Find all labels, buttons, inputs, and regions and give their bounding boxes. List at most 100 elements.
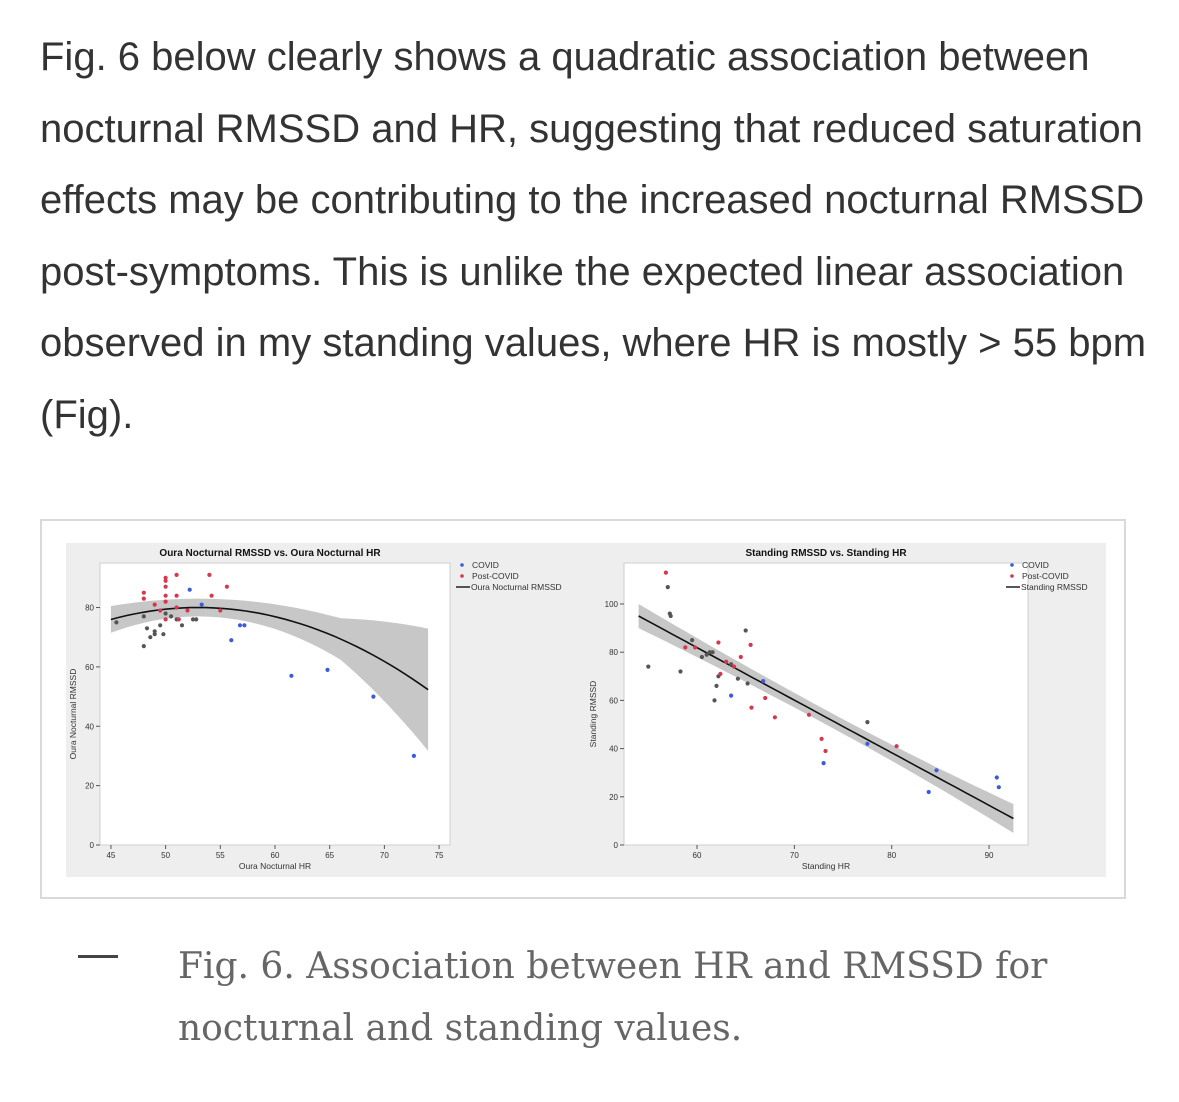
chart2-legend-marker-covid [1010, 563, 1014, 567]
chart1-point-baseline-10 [169, 614, 174, 619]
chart2-point-baseline-0 [646, 664, 651, 669]
chart2-point-post_covid-6 [731, 664, 737, 669]
chart1-point-post_covid-17 [218, 608, 223, 613]
chart2-point-baseline-4 [678, 669, 683, 674]
chart1-x-tick-label-2: 55 [216, 851, 225, 860]
chart1-point-baseline-12 [179, 623, 185, 628]
chart2-point-post_covid-10 [763, 695, 768, 701]
chart2-point-covid-5 [934, 768, 939, 773]
chart1-point-post_covid-6 [163, 584, 168, 589]
chart1-point-baseline-14 [194, 617, 199, 622]
chart2-point-post_covid-1 [683, 645, 688, 650]
chart1-x-tick-label-1: 50 [161, 851, 170, 860]
chart1-point-post_covid-16 [209, 593, 214, 598]
chart1-point-covid-4 [242, 623, 247, 628]
chart2-legend-marker-post-covid [1010, 574, 1014, 578]
chart2-point-covid-7 [996, 785, 1001, 790]
chart2-legend-post-covid: Post-COVID [1022, 571, 1069, 581]
chart2-title: Standing RMSSD vs. Standing HR [745, 548, 907, 559]
chart1-point-baseline-4 [148, 635, 153, 640]
chart2-point-post_covid-15 [894, 744, 899, 749]
chart1-point-baseline-5 [152, 632, 157, 637]
chart1-y-axis-label: Oura Nocturnal RMSSD [68, 669, 78, 760]
figure-frame: Oura Nocturnal RMSSD vs. Oura Nocturnal … [40, 519, 1126, 899]
chart2-point-baseline-1 [665, 585, 670, 590]
chart1-x-tick-label-5: 70 [380, 851, 389, 860]
body-paragraph: Fig. 6 below clearly shows a quadratic a… [40, 35, 1147, 437]
chart1-point-post_covid-3 [158, 608, 163, 613]
chart1-confidence-band [110, 598, 429, 751]
chart1-point-post_covid-1 [141, 596, 146, 601]
chart2-point-baseline-3 [668, 613, 673, 619]
chart2-x-tick-label-3: 90 [985, 851, 994, 860]
chart2-x-tick-label-1: 70 [790, 851, 799, 860]
chart1-x-tick-label-6: 75 [435, 851, 444, 860]
chart2-y-tick-label-1: 20 [609, 793, 618, 802]
chart2-x-tick-label-2: 80 [887, 851, 896, 860]
chart1-point-baseline-2 [141, 644, 146, 649]
figure-caption: Fig. 6. Association between HR and RMSSD… [178, 946, 1048, 1049]
chart1-point-baseline-13 [190, 617, 196, 622]
chart1-point-covid-5 [289, 673, 294, 678]
chart1-title: Oura Nocturnal RMSSD vs. Oura Nocturnal … [159, 548, 381, 559]
chart1-point-baseline-9 [163, 611, 168, 616]
chart2-y-tick-label-5: 100 [605, 600, 619, 609]
chart1-legend-fit: Oura Nocturnal RMSSD [471, 582, 562, 592]
chart2-point-post_covid-0 [663, 570, 669, 575]
chart1-x-tick-label-4: 65 [325, 851, 334, 860]
chart2-point-baseline-8 [707, 650, 712, 655]
chart1-legend-post-covid: Post-COVID [472, 571, 519, 581]
chart1-point-post_covid-7 [163, 593, 168, 598]
figure-panel: Oura Nocturnal RMSSD vs. Oura Nocturnal … [66, 543, 1106, 877]
chart1-legend-marker-covid [460, 563, 464, 567]
chart2-y-tick-label-3: 60 [609, 696, 618, 705]
chart1-fit-line [110, 606, 429, 691]
chart1-point-baseline-7 [158, 623, 163, 628]
chart2-point-covid-4 [926, 789, 931, 795]
chart2-point-post_covid-9 [749, 705, 754, 710]
chart1-legend-marker-post-covid [460, 574, 464, 578]
chart2-point-post_covid-11 [772, 715, 778, 720]
chart2-point-baseline-17 [745, 681, 750, 686]
chart1-legend-covid: COVID [472, 560, 499, 570]
chart1-point-covid-7 [371, 694, 376, 699]
chart2-point-baseline-18 [865, 720, 870, 725]
chart2-y-tick-label-0: 0 [614, 841, 619, 850]
chart2-y-axis-label: Standing RMSSD [588, 681, 598, 748]
chart1-point-covid-2 [229, 638, 234, 643]
chart1-point-baseline-0 [114, 620, 119, 625]
chart2-point-baseline-10 [712, 698, 717, 703]
chart2-point-covid-1 [761, 679, 766, 684]
chart2-point-baseline-15 [735, 676, 741, 681]
chart1-point-covid-6 [325, 667, 330, 672]
chart2-point-baseline-14 [729, 662, 734, 667]
chart2-point-post_covid-4 [718, 671, 723, 676]
chart2-point-baseline-11 [714, 683, 719, 688]
chart2-point-post_covid-5 [724, 659, 729, 664]
chart1-point-covid-1 [199, 602, 204, 607]
chart1-point-post_covid-13 [176, 617, 181, 622]
chart2-legend-fit: Standing RMSSD [1021, 582, 1088, 592]
chart1-point-post_covid-2 [152, 602, 157, 607]
chart1-point-covid-3 [237, 623, 243, 628]
chart2-point-post_covid-2 [693, 645, 698, 650]
chart1-y-tick-label-2: 40 [85, 722, 94, 731]
chart2-x-tick-label-0: 60 [693, 851, 702, 860]
chart1-y-tick-label-3: 60 [85, 663, 94, 672]
chart1-x-tick-label-3: 60 [271, 851, 280, 860]
chart1-point-post_covid-10 [174, 572, 179, 577]
chart1-point-post_covid-5 [163, 578, 168, 583]
chart2-point-post_covid-12 [806, 712, 812, 717]
chart1-x-tick-label-0: 45 [106, 851, 115, 860]
chart1-point-covid-8 [411, 753, 416, 758]
chart1-point-baseline-1 [141, 614, 146, 619]
chart1-y-tick-label-1: 20 [85, 782, 94, 791]
chart1-point-post_covid-12 [174, 605, 179, 610]
chart2-point-baseline-9 [710, 650, 715, 655]
chart2-point-post_covid-7 [738, 654, 743, 660]
chart2-confidence-band [638, 604, 1014, 833]
caption-dash [78, 955, 118, 958]
chart1-point-covid-0 [187, 587, 192, 592]
chart1-y-tick-label-4: 80 [85, 604, 94, 613]
chart1-point-baseline-3 [144, 626, 150, 631]
